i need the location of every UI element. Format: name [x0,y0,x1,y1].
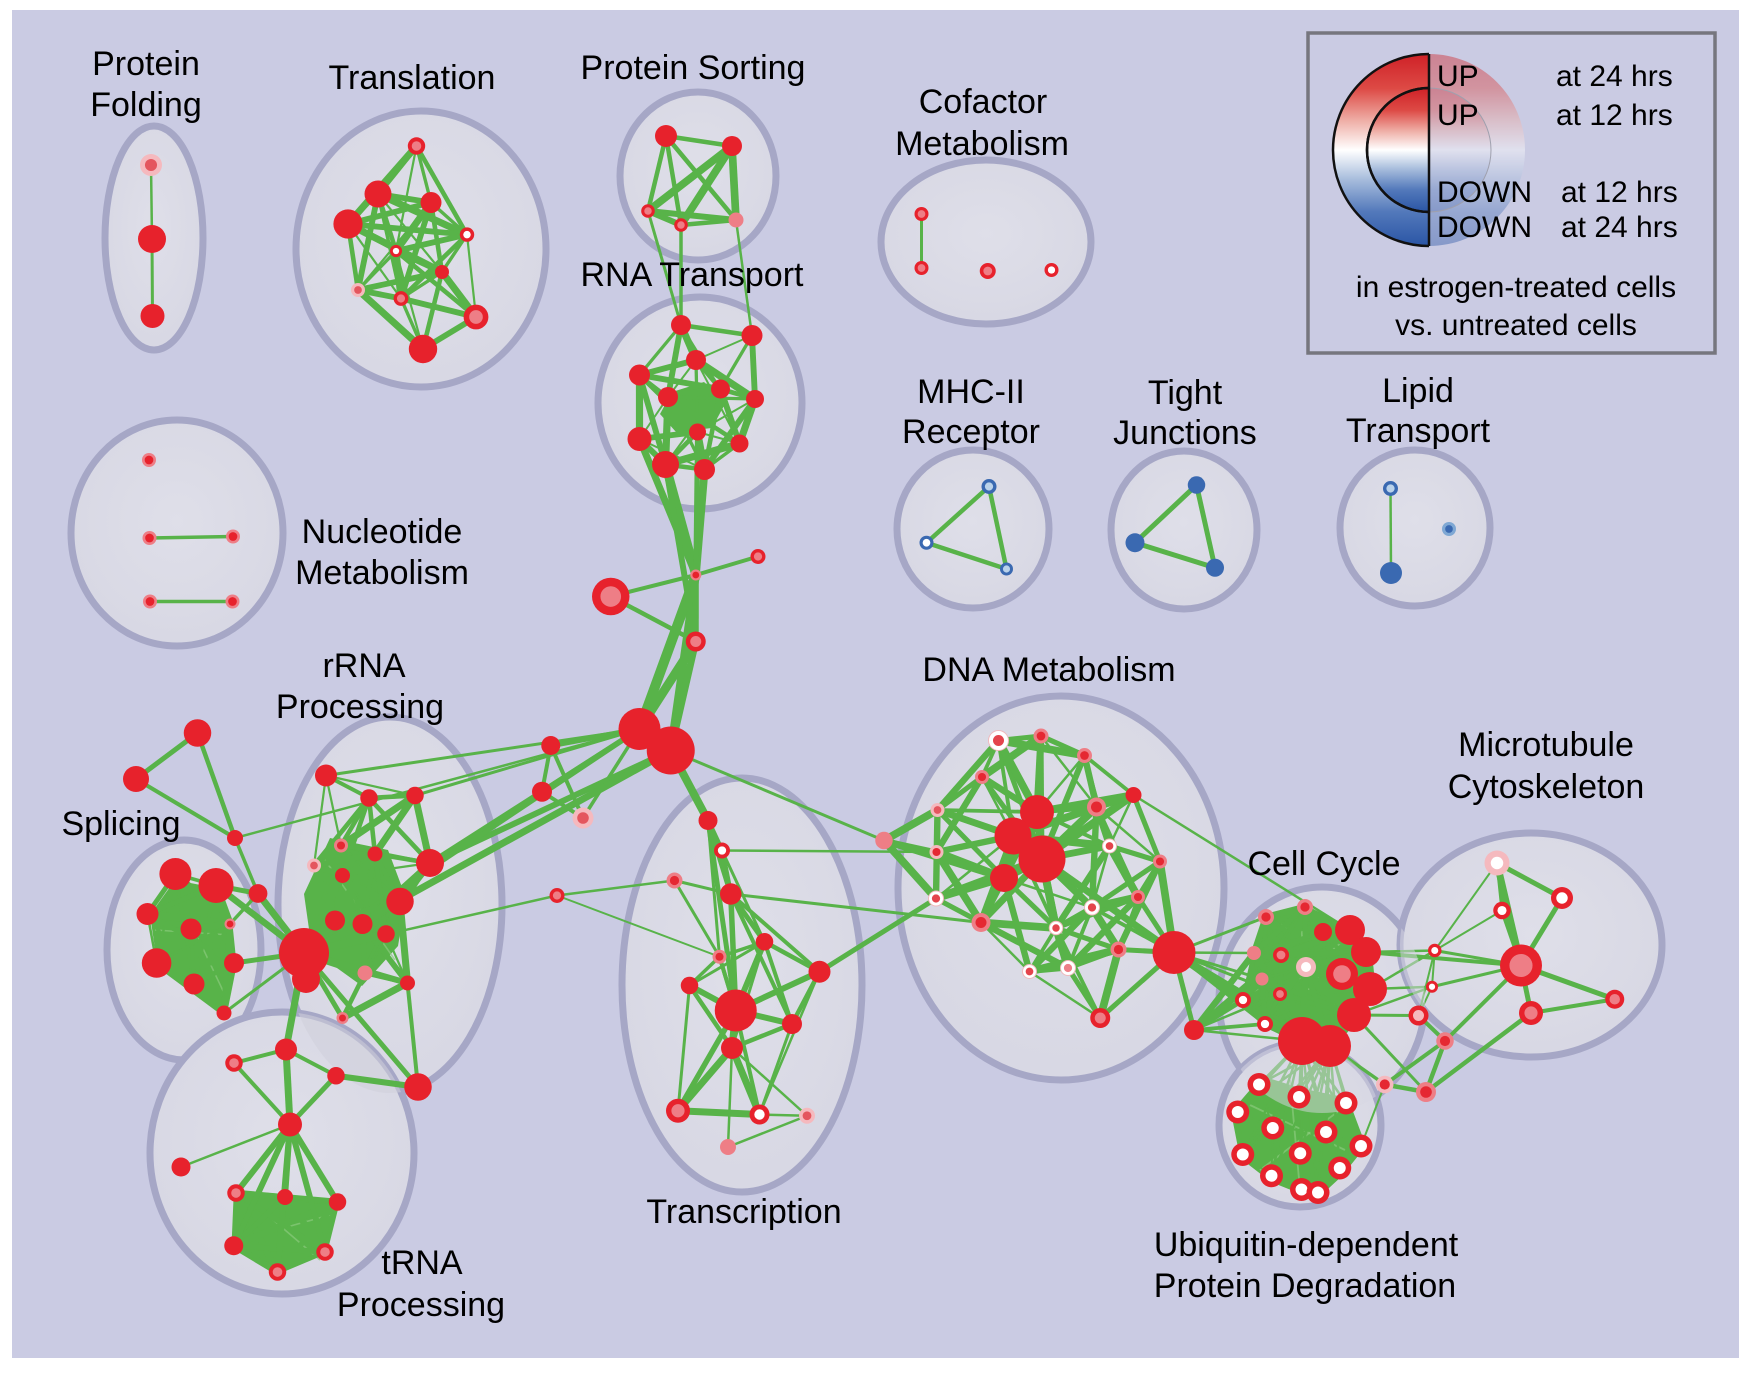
svg-text:Receptor: Receptor [902,413,1040,451]
svg-text:Cofactor: Cofactor [919,83,1048,121]
svg-text:Cell Cycle: Cell Cycle [1247,845,1400,883]
svg-text:Splicing: Splicing [61,805,180,843]
svg-text:at 12 hrs: at 12 hrs [1561,176,1678,209]
svg-text:UP: UP [1437,60,1479,93]
svg-text:Metabolism: Metabolism [295,554,469,592]
svg-text:Nucleotide: Nucleotide [302,513,463,551]
svg-text:Cytoskeleton: Cytoskeleton [1448,768,1645,806]
svg-text:Transcription: Transcription [646,1193,841,1231]
svg-text:Transport: Transport [1346,412,1491,450]
svg-text:Protein Sorting: Protein Sorting [581,49,806,87]
svg-text:at 24 hrs: at 24 hrs [1556,60,1673,93]
svg-text:at 12 hrs: at 12 hrs [1556,99,1673,132]
svg-text:Metabolism: Metabolism [895,125,1069,163]
svg-text:DOWN: DOWN [1437,176,1532,209]
svg-text:Processing: Processing [337,1286,505,1324]
svg-text:DOWN: DOWN [1437,211,1532,244]
svg-text:tRNA: tRNA [381,1244,463,1282]
svg-text:Junctions: Junctions [1113,414,1257,452]
svg-text:in estrogen-treated cells: in estrogen-treated cells [1356,271,1676,304]
svg-text:Ubiquitin-dependent: Ubiquitin-dependent [1154,1226,1459,1264]
svg-text:DNA Metabolism: DNA Metabolism [922,651,1175,689]
svg-text:Tight: Tight [1148,374,1223,412]
svg-text:Folding: Folding [90,86,202,124]
svg-text:Protein Degradation: Protein Degradation [1154,1267,1456,1305]
svg-text:Lipid: Lipid [1382,372,1454,410]
svg-text:Protein: Protein [92,45,200,83]
svg-text:at 24 hrs: at 24 hrs [1561,211,1678,244]
svg-text:UP: UP [1437,99,1479,132]
svg-text:rRNA: rRNA [322,647,405,685]
svg-text:MHC-II: MHC-II [917,373,1025,411]
svg-text:Microtubule: Microtubule [1458,726,1634,764]
svg-text:vs. untreated cells: vs. untreated cells [1395,309,1637,342]
svg-text:Translation: Translation [329,59,496,97]
svg-text:RNA Transport: RNA Transport [581,256,805,294]
svg-text:Processing: Processing [276,688,444,726]
